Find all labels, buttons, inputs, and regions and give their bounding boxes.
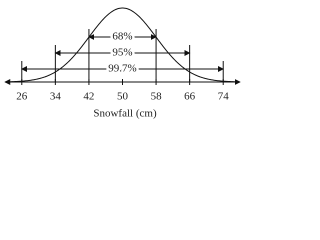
x-tick-label: 74 (218, 91, 230, 103)
x-tick-label: 58 (151, 91, 163, 103)
x-tick-label: 50 (117, 91, 129, 103)
x-tick-label: 34 (50, 91, 62, 103)
interval-label: 99.7% (108, 63, 136, 75)
interval-label: 95% (112, 47, 132, 59)
bell-curve (6, 7, 239, 83)
interval-label: 68% (112, 31, 132, 43)
x-tick-label: 42 (83, 91, 94, 103)
page: Snowfall (cm) 26 34 42 50 58 66 74 68% 95% 99.7% … (4, 7, 241, 120)
x-tick-label: 26 (16, 91, 28, 103)
x-tick-label: 66 (184, 91, 196, 103)
chart: Snowfall (cm) 26 34 42 50 58 66 74 68% 95% 99.7% (4, 7, 241, 120)
x-axis-title: Snowfall (cm) (93, 108, 157, 120)
